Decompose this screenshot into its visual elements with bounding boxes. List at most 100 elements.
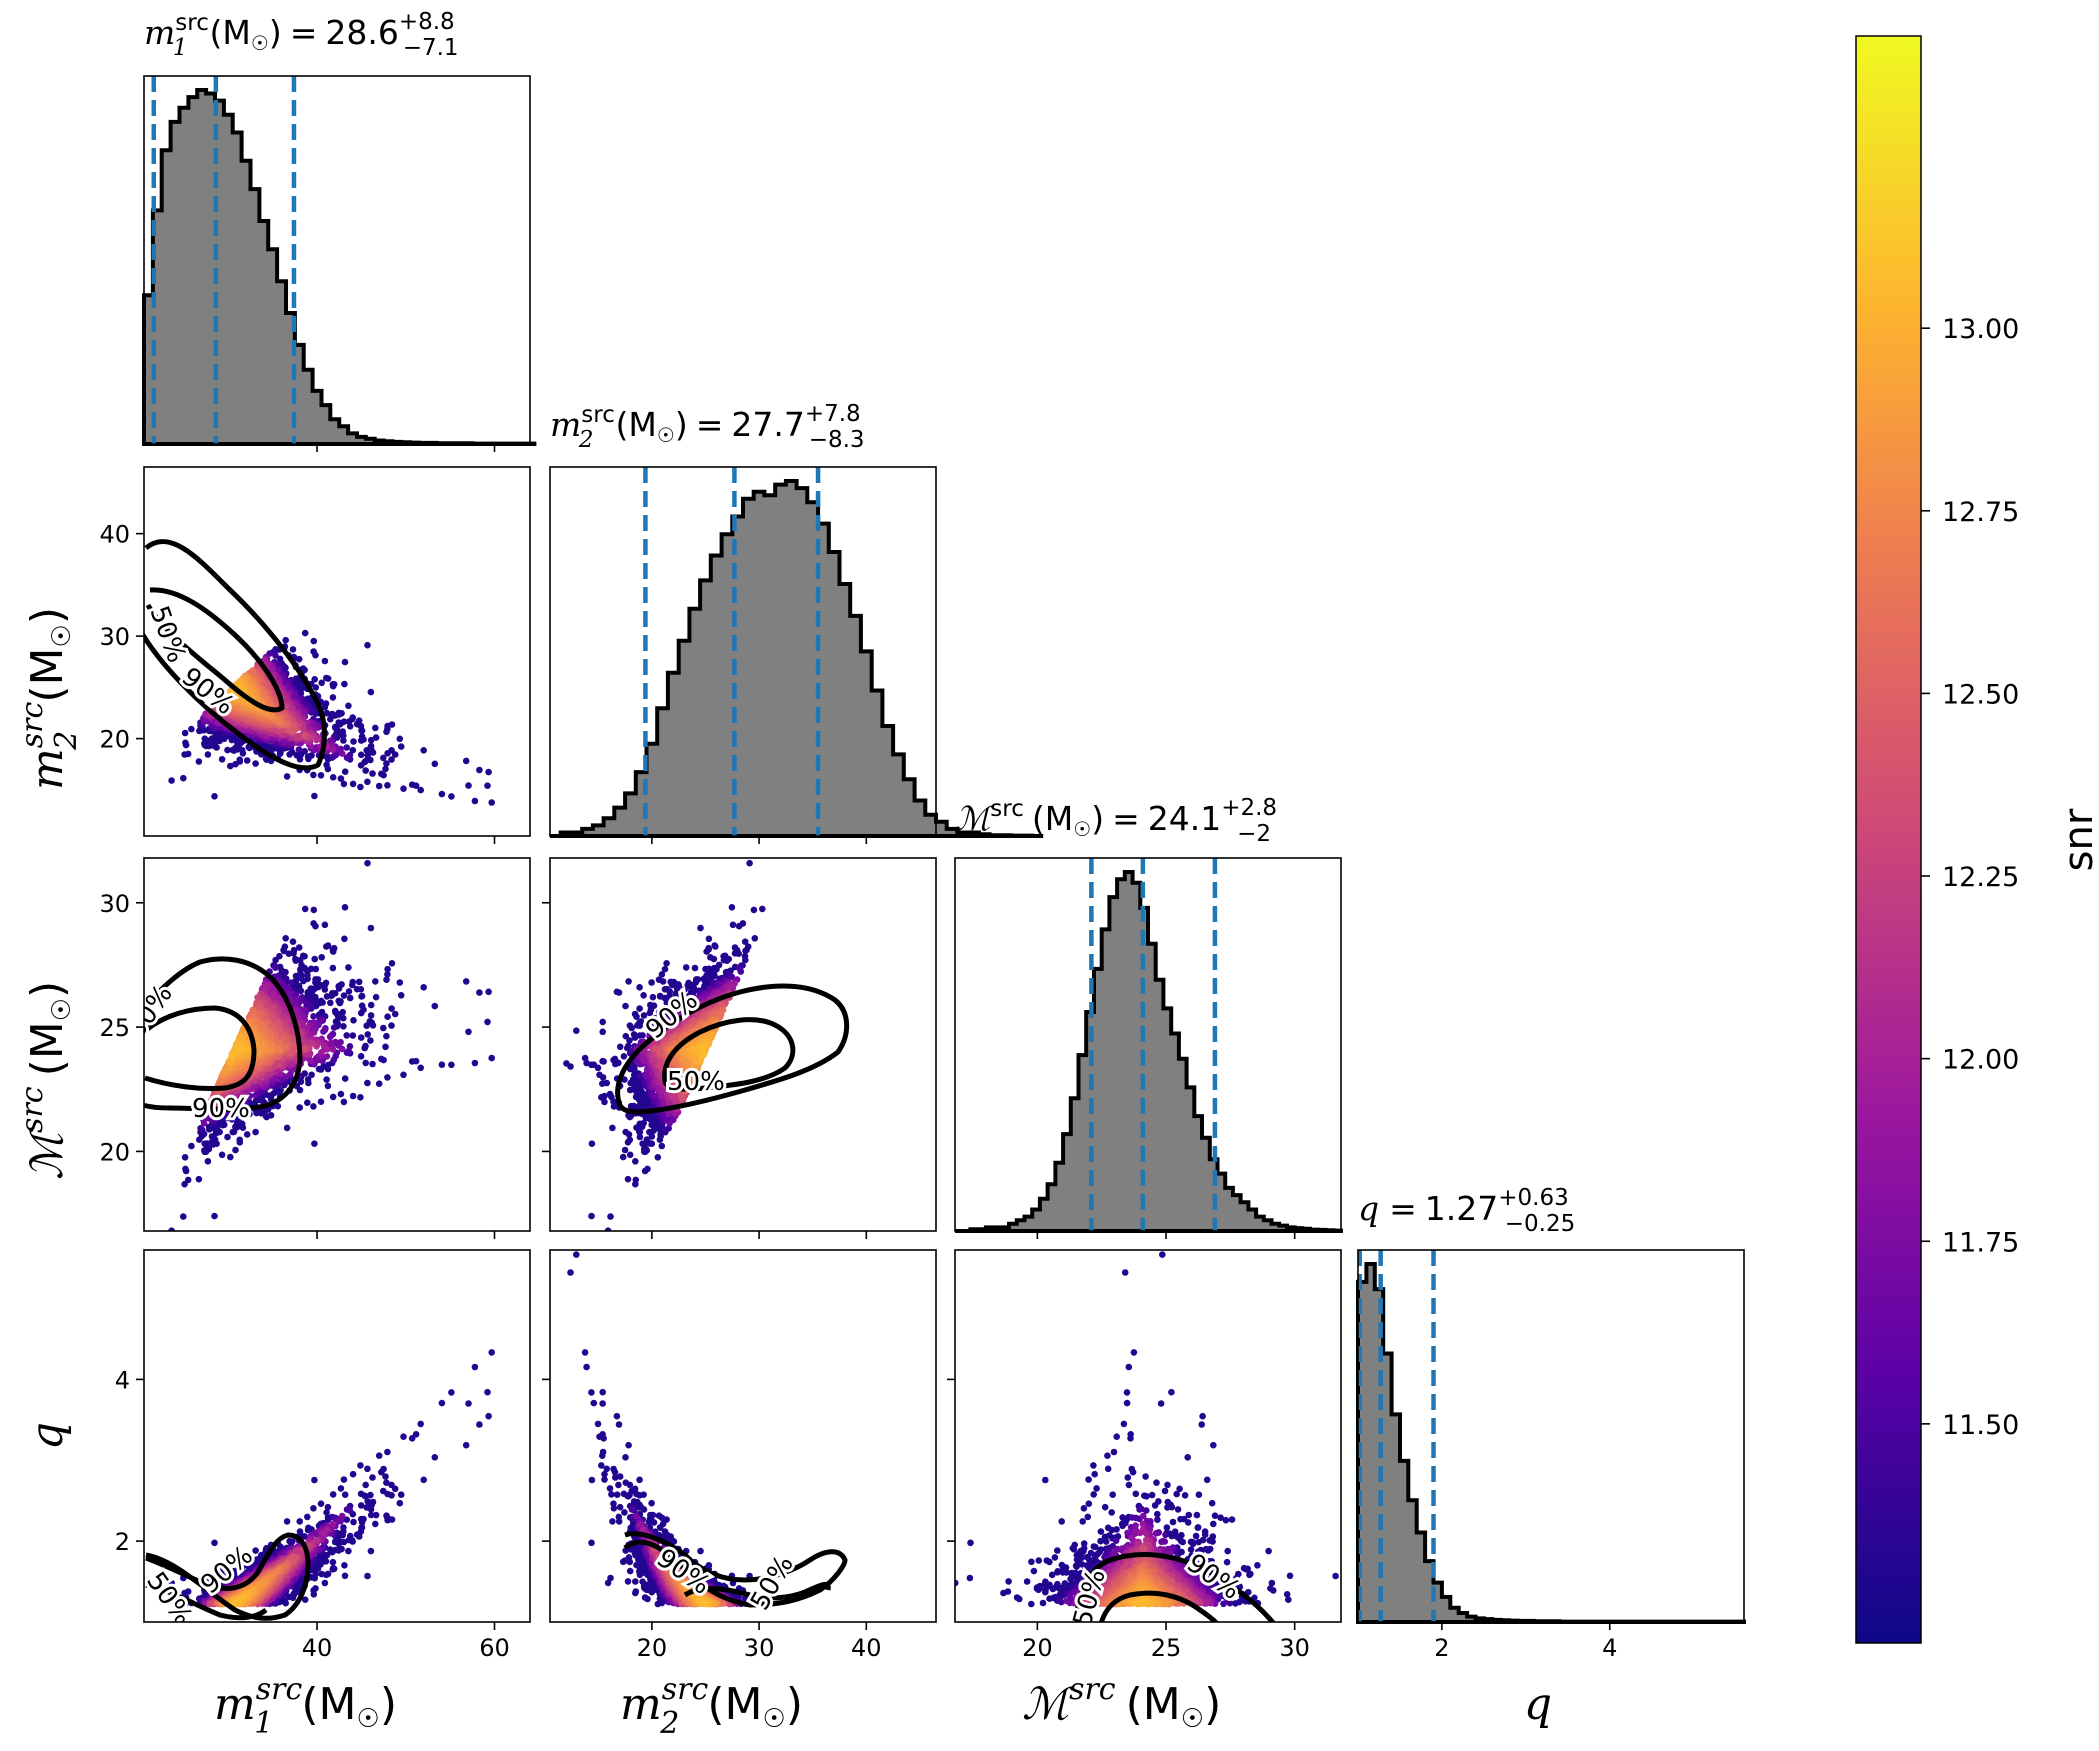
scatter-point-1-0-119	[382, 765, 389, 773]
scatter-point-1-0-53	[301, 629, 309, 637]
scatter-point-2-0-215	[324, 1082, 332, 1090]
scatter-point-2-0-172	[341, 904, 349, 911]
scatter-point-2-0-219	[317, 1098, 325, 1105]
scatter-point-1-0-54	[349, 746, 357, 754]
scatter-point-2-0-53	[301, 905, 309, 913]
scatter-point-1-0-290	[323, 674, 330, 682]
scatter-point-1-0-59	[321, 657, 329, 665]
scatter-point-2-0-258	[267, 1092, 275, 1099]
scatter-point-1-0-231	[312, 651, 319, 659]
scatter-point-2-0-191	[391, 1010, 399, 1018]
scatter-m2-vs-m1	[168, 629, 603, 815]
scatter-point-2-0-257	[328, 992, 336, 999]
scatter-point-2-0-54	[349, 1032, 357, 1039]
scatter-point-2-0-16	[282, 935, 290, 942]
scatter-point-2-0-382	[272, 964, 279, 971]
scatter-point-2-0-58	[355, 978, 363, 986]
scatter-point-1-0-1000	[300, 725, 307, 733]
scatter-point-2-0-173	[310, 906, 318, 914]
scatter-point-1-0-50	[364, 778, 371, 786]
scatter-point-2-0-86	[471, 1059, 479, 1067]
scatter-point-2-0-176	[339, 1008, 347, 1016]
scatter-point-1-0-330	[324, 753, 332, 761]
scatter-point-1-0-92	[448, 793, 455, 800]
scatter-point-1-0-30	[188, 725, 195, 733]
scatter-point-2-0-134	[349, 978, 357, 986]
scatter-point-1-0-509	[200, 718, 208, 725]
scatter-point-1-0-289	[361, 758, 369, 766]
scatter-point-1-0-257	[328, 712, 336, 719]
scatter-point-2-0-1206	[206, 1099, 214, 1106]
scatter-point-2-0-237	[228, 1116, 236, 1123]
scatter-point-2-0-92	[448, 1061, 455, 1069]
scatter-point-2-0-299	[181, 1180, 188, 1188]
scatter-point-1-0-152	[462, 757, 470, 765]
scatter-point-1-0-249	[311, 676, 319, 683]
scatter-point-1-0-236	[296, 756, 304, 763]
scatter-point-1-0-209	[340, 732, 347, 739]
scatter-point-2-0-68	[211, 1212, 218, 1220]
scatter-point-2-0-5	[384, 971, 391, 978]
scatter-point-1-0-187	[341, 680, 348, 688]
scatter-point-2-0-145	[310, 1103, 317, 1110]
scatter-point-1-0-108	[369, 770, 376, 777]
scatter-point-2-0-291	[317, 981, 324, 989]
scatter-point-2-0-89	[345, 964, 352, 971]
scatter-point-2-0-61	[388, 1022, 395, 1029]
scatter-point-2-0-264	[362, 1059, 370, 1067]
scatter-point-2-0-260	[267, 1112, 275, 1119]
scatter-point-1-0-312	[384, 782, 391, 789]
scatter-point-2-0-315	[262, 1112, 270, 1120]
scatter-point-2-0-352	[282, 975, 290, 982]
scatter-point-2-0-108	[369, 1060, 376, 1068]
scatter-point-1-0-1263	[301, 732, 308, 740]
scatter-point-1-0-311	[596, 808, 603, 815]
scatter-point-2-0-290	[323, 943, 330, 950]
scatter-point-1-0-301	[305, 755, 312, 763]
scatter-point-1-0-214	[383, 728, 390, 736]
scatter-point-1-0-264	[362, 767, 370, 774]
scatter-point-2-0-227	[218, 1151, 226, 1159]
scatter-point-2-0-328	[301, 1070, 309, 1077]
scatter-point-1-0-156	[357, 783, 364, 791]
scatter-point-2-0-313	[307, 965, 315, 973]
scatter-point-2-0-274	[380, 1056, 387, 1064]
scatter-point-1-0-284	[224, 746, 231, 754]
scatter-point-1-0-173	[310, 637, 318, 645]
scatter-point-2-0-312	[384, 1074, 391, 1081]
scatter-point-2-0-50	[364, 1079, 371, 1087]
scatter-point-2-0-152	[462, 978, 470, 985]
scatter-point-2-0-319	[431, 1002, 439, 1010]
scatter-point-2-0-292	[417, 1064, 425, 1072]
scatter-point-2-0-2392	[259, 1042, 267, 1049]
scatter-point-2-0-11	[329, 1093, 337, 1101]
scatter-point-2-0-184	[380, 1024, 387, 1032]
scatter-point-2-0-267	[259, 1098, 267, 1105]
scatter-point-1-0-161	[227, 762, 234, 770]
scatter-point-2-0-368	[330, 1024, 338, 1031]
scatter-point-2-0-307	[306, 991, 314, 999]
scatter-point-1-0-238	[364, 752, 372, 759]
scatter-point-2-0-10	[350, 1017, 357, 1024]
scatter-point-1-0-673	[329, 746, 337, 754]
scatter-point-2-0-270	[357, 1009, 365, 1017]
scatter-point-1-0-244	[277, 749, 284, 757]
scatter-point-2-0-48	[304, 1099, 311, 1106]
scatter-point-1-0-1152	[275, 728, 283, 735]
scatter-point-2-0-318	[212, 1127, 219, 1134]
scatter-point-1-0-914	[313, 736, 320, 744]
scatter-point-2-0-154	[182, 1165, 189, 1173]
scatter-point-1-0-167	[412, 782, 420, 789]
scatter-point-2-0-238	[364, 1031, 372, 1038]
scatter-point-2-0-167	[412, 1057, 420, 1065]
scatter-point-2-0-212	[358, 993, 365, 1000]
scatter-point-2-0-2368	[218, 1072, 226, 1079]
scatter-point-2-0-301	[305, 1079, 312, 1087]
scatter-point-2-0-265	[301, 965, 309, 972]
scatter-point-1-0-65	[283, 773, 291, 780]
scatter-point-1-0-250	[329, 682, 337, 690]
scatter-point-1-0-23	[252, 760, 259, 767]
scatter-point-1-0-300	[220, 735, 228, 743]
scatter-point-1-0-11	[329, 774, 337, 781]
scatter-point-2-0-175	[367, 924, 375, 932]
